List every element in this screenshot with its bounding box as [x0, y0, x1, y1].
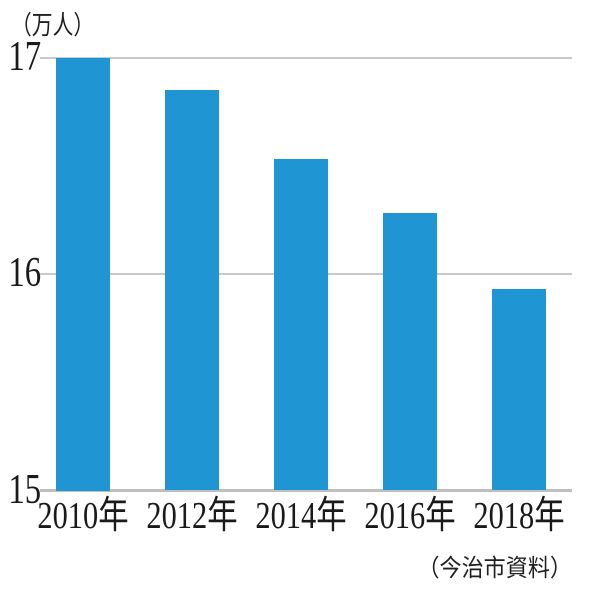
y-axis-unit-label: （万人）	[11, 11, 95, 40]
x-tick-label-2016: 2016年	[364, 495, 456, 537]
x-tick-label-2012: 2012年	[146, 495, 238, 537]
bar-2014	[274, 159, 329, 491]
y-tick-label-16: 16	[8, 250, 42, 297]
x-tick-label-2018: 2018年	[473, 495, 565, 537]
x-tick-label-2014: 2014年	[255, 495, 347, 537]
bar-2018	[492, 289, 547, 491]
x-axis-line	[40, 489, 572, 492]
gridline-17	[40, 56, 572, 59]
y-tick-label-17: 17	[8, 33, 42, 80]
bar-2012	[165, 89, 220, 491]
bar-2010	[56, 57, 110, 491]
x-tick-label-2010: 2010年	[37, 495, 129, 537]
y-tick-label-15: 15	[8, 466, 42, 513]
bar-2016	[383, 213, 438, 491]
source-note: （今治市資料）	[417, 556, 572, 582]
